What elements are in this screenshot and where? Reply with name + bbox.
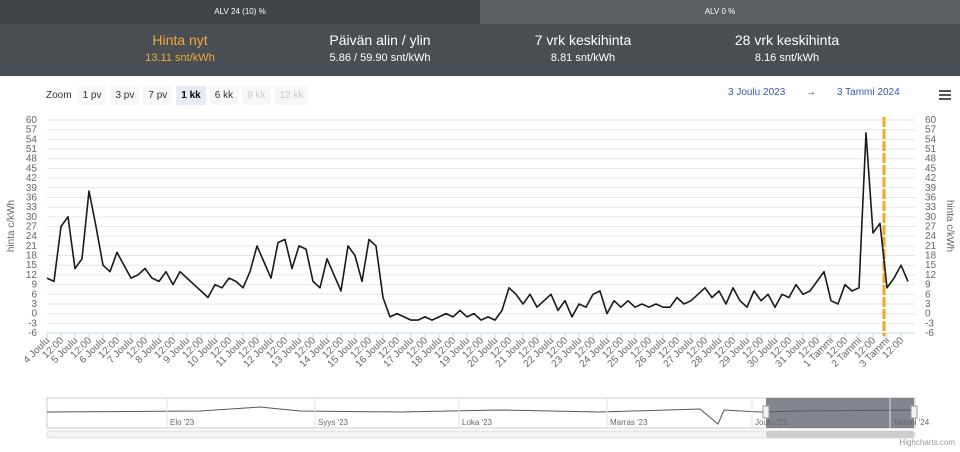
y2-tick-label: 33 [925,202,937,213]
zoom-button[interactable]: 1 kk [176,86,206,105]
stats-bar: Hinta nyt 13.11 snt/kWh Päivän alin / yli… [0,24,960,76]
zoom-button[interactable]: 1 pv [77,86,107,105]
navigator-handle[interactable] [910,405,918,419]
y-tick-label: -3 [28,318,37,329]
y-axis-title: hinta c/kWh [6,200,17,252]
range-arrow: → [806,87,816,98]
y2-tick-label: 21 [925,241,937,252]
y2-tick-label: 18 [925,251,937,262]
navigator-handle[interactable] [762,405,770,419]
y-tick-label: 57 [26,125,38,136]
tab[interactable]: ALV 0 % [480,0,960,24]
y2-tick-label: 51 [925,144,937,155]
y-tick-label: 12 [26,270,38,281]
y-tick-label: 3 [31,299,37,310]
y2-tick-label: 45 [925,163,937,174]
y-tick-label: 24 [26,231,38,242]
y2-tick-label: 0 [925,309,931,320]
navigator-label: Syys '23 [318,418,349,427]
y2-tick-label: 57 [925,125,937,136]
y2-tick-label: -6 [925,328,934,339]
navigator-selection[interactable] [766,398,914,428]
y-tick-label: 51 [26,144,38,155]
y2-tick-label: 3 [925,299,931,310]
y-tick-label: -6 [28,328,37,339]
stat: Hinta nyt 13.11 snt/kWh [80,32,280,64]
stat-value: 13.11 snt/kWh [145,52,215,64]
stat-value: 8.16 snt/kWh [754,52,820,64]
y2-tick-label: 42 [925,173,937,184]
navigator-label: Marras '23 [610,418,648,427]
zoom-controls: Zoom 1 pv 3 pv 7 pv 1 kk 6 kk 9 kk 12 kk [46,86,312,105]
credits[interactable]: Highcharts.com [899,438,955,447]
y-tick-label: 27 [26,222,38,233]
y-tick-label: 30 [26,212,38,223]
y2-tick-label: 15 [925,260,937,271]
y-tick-label: 18 [26,251,38,262]
stat: 28 vrk keskihinta 8.16 snt/kWh [687,32,887,64]
stat-value: 8.81 snt/kWh [550,52,616,64]
zoom-button[interactable]: 3 pv [110,86,140,105]
y2-tick-label: 27 [925,222,937,233]
stat: Päivän alin / ylin 5.86 / 59.90 snt/kWh [280,32,480,64]
y2-tick-label: 39 [925,183,937,194]
y2-tick-label: 60 [925,115,937,126]
tab[interactable]: ALV 24 (10) % [0,0,480,24]
range-from[interactable]: 3 Joulu 2023 [728,87,786,98]
navigator-label: Tammi '24 [893,418,930,427]
y2-tick-label: 12 [925,270,937,281]
y-tick-label: 45 [26,163,38,174]
stat-value: 5.86 / 59.90 snt/kWh [329,52,431,64]
y-tick-label: 21 [26,241,38,252]
y-tick-label: 60 [26,115,38,126]
y-tick-label: 33 [26,202,38,213]
price-line [46,132,909,321]
stat-label: Päivän alin / ylin [329,32,431,48]
y2-tick-label: 54 [925,134,937,145]
y-tick-label: 9 [31,280,37,291]
zoom-label: Zoom [46,90,72,101]
zoom-button[interactable]: 7 pv [143,86,173,105]
tabs: ALV 24 (10) % ALV 0 % [0,0,960,24]
y2-tick-label: -3 [925,318,934,329]
y2-axis-title: hinta c/kWh [944,200,955,252]
navigator-label: Elo '23 [170,418,195,427]
y2-tick-label: 48 [925,154,937,165]
y2-tick-label: 24 [925,231,937,242]
menu-bar[interactable] [939,98,951,100]
stat-label: 7 vrk keskihinta [534,32,632,48]
menu-bar[interactable] [939,94,951,96]
y2-tick-label: 36 [925,192,937,203]
stat-label: Hinta nyt [152,32,208,48]
menu-bar[interactable] [939,90,951,92]
y-tick-label: 39 [26,183,38,194]
y-tick-label: 6 [31,289,37,300]
scrollbar[interactable] [46,430,916,439]
y2-tick-label: 9 [925,280,931,291]
scrollbar-thumb[interactable] [766,431,914,438]
y-tick-label: 0 [31,309,37,320]
stat-label: 28 vrk keskihinta [734,32,840,48]
y2-tick-label: 30 [925,212,937,223]
navigator-series [46,406,916,425]
range-to[interactable]: 3 Tammi 2024 [837,87,900,98]
y2-tick-label: 6 [925,289,931,300]
y-tick-label: 54 [26,134,38,145]
zoom-button: 9 kk [242,86,271,105]
menu-icon[interactable] [939,90,951,100]
stat: 7 vrk keskihinta 8.81 snt/kWh [483,32,683,64]
navigator-label: Joulu '23 [755,418,787,427]
y-tick-label: 15 [26,260,38,271]
zoom-button[interactable]: 6 kk [209,86,239,105]
y-tick-label: 36 [26,192,38,203]
y-tick-label: 48 [26,154,38,165]
y-tick-label: 42 [26,173,38,184]
zoom-button: 12 kk [274,86,309,105]
navigator-label: Loka '23 [462,418,493,427]
